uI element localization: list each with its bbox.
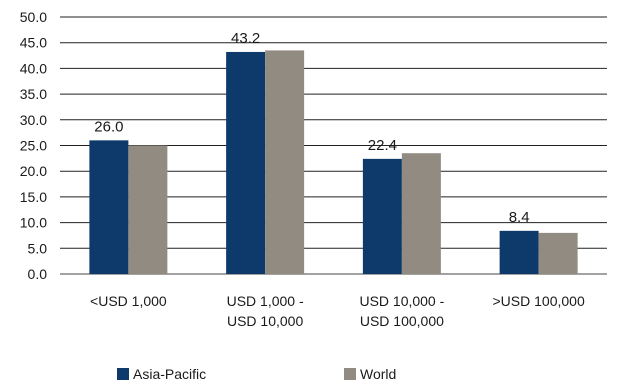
- bar-asia-pacific-1: [226, 51, 266, 275]
- data-label: 43.2: [231, 30, 260, 47]
- bar-world-1: [265, 50, 305, 274]
- x-tick-label: >USD 100,000: [493, 293, 585, 309]
- legend-item-world: World: [344, 366, 396, 382]
- legend-label-asia-pacific: Asia-Pacific: [133, 366, 207, 382]
- bar-asia-pacific-3: [499, 230, 539, 274]
- bar-world-3: [538, 232, 578, 274]
- x-tick-label: USD 100,000: [360, 313, 444, 329]
- y-tick-label: 40.0: [20, 60, 47, 76]
- data-label: 26.0: [94, 118, 123, 135]
- x-tick-label: USD 10,000: [227, 313, 303, 329]
- y-tick-label: 20.0: [20, 163, 47, 179]
- y-tick-label: 15.0: [20, 189, 47, 205]
- y-tick-label: 30.0: [20, 112, 47, 128]
- legend-swatch-world: [344, 368, 356, 380]
- x-tick-label: <USD 1,000: [90, 293, 167, 309]
- data-label: 8.4: [509, 209, 530, 226]
- bar-world-0: [128, 145, 168, 274]
- y-tick-label: 10.0: [20, 215, 47, 231]
- bar-world-2: [401, 153, 441, 274]
- legend-label-world: World: [360, 366, 397, 382]
- y-tick-label: 45.0: [20, 35, 47, 51]
- bar-asia-pacific-0: [89, 140, 129, 274]
- y-tick-label: 35.0: [20, 86, 47, 102]
- legend-swatch-asia-pacific: [117, 368, 129, 380]
- data-label: 22.4: [368, 137, 397, 154]
- x-tick-label: USD 10,000 -: [359, 293, 444, 309]
- legend-item-asia-pacific: Asia-Pacific: [117, 366, 206, 382]
- y-tick-label: 50.0: [20, 9, 47, 25]
- y-tick-label: 25.0: [20, 138, 47, 154]
- y-tick-label: 5.0: [28, 240, 48, 256]
- x-tick-label: USD 1,000 -: [227, 293, 304, 309]
- y-tick-label: 0.0: [28, 266, 48, 282]
- bar-asia-pacific-2: [362, 158, 402, 274]
